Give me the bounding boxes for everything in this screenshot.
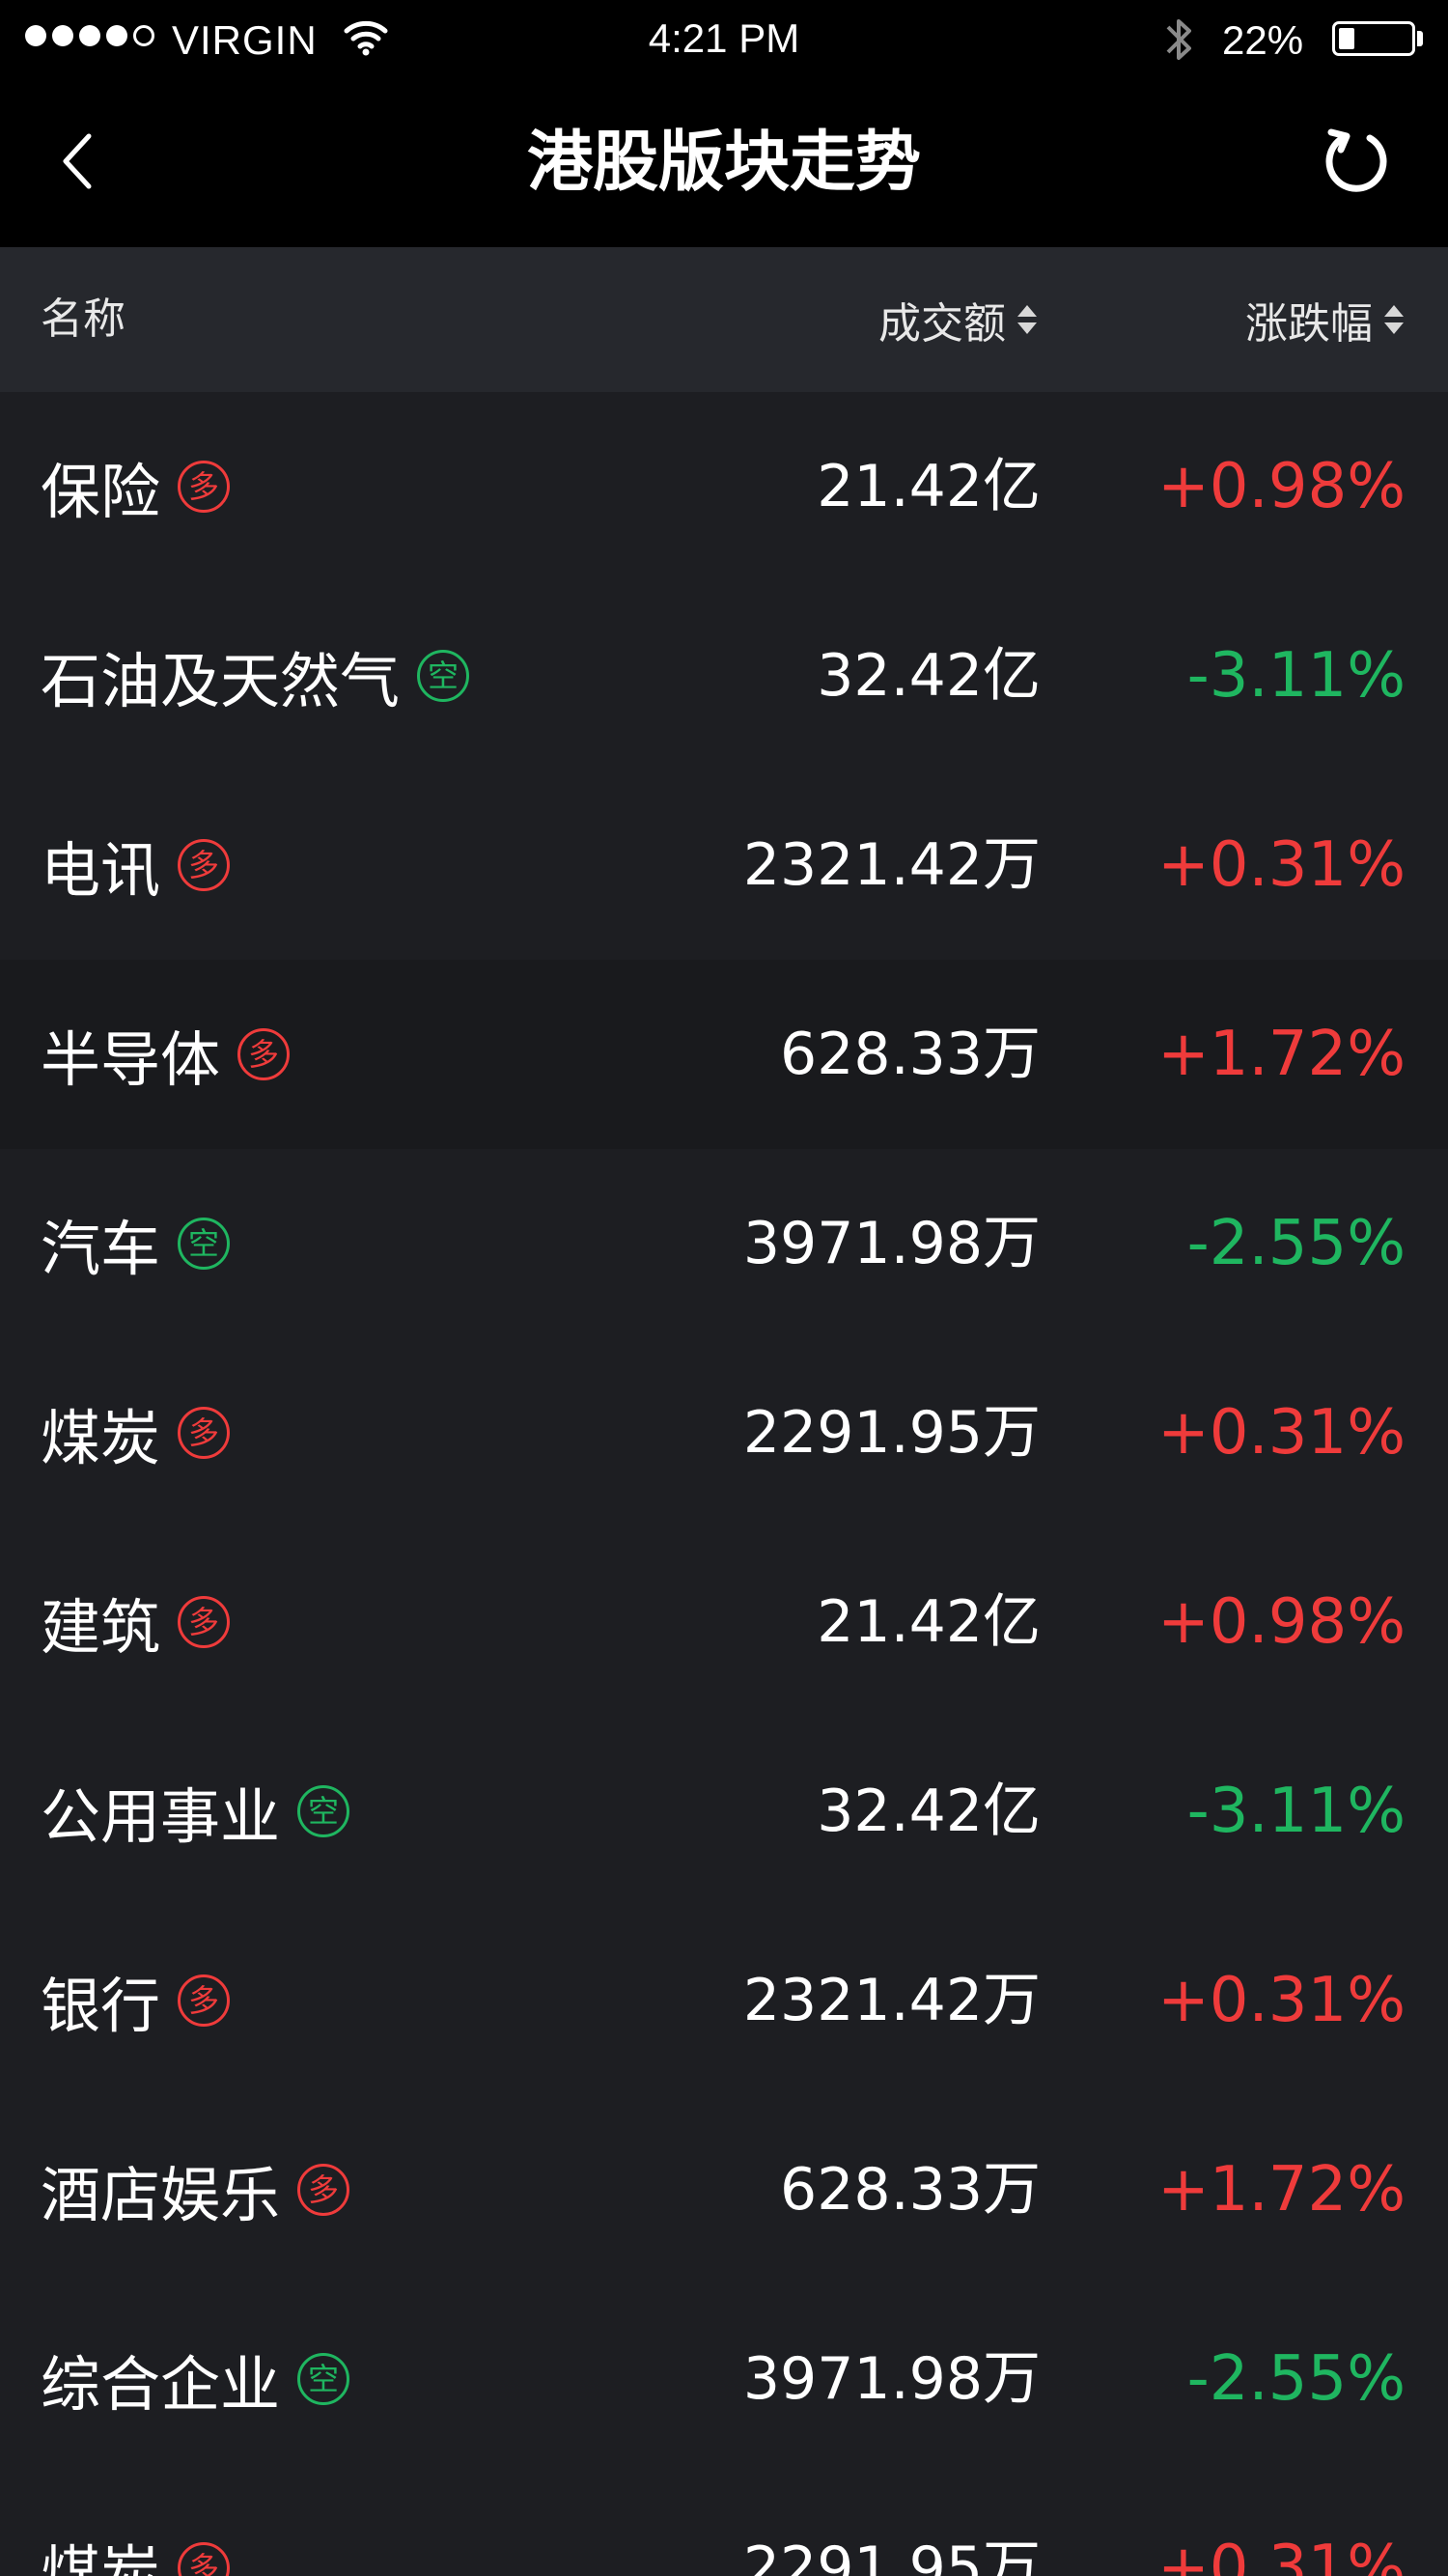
signal-strength-icon (25, 25, 154, 46)
sector-name: 公用事业 (41, 1781, 281, 1852)
table-row[interactable]: 石油及天然气空 32.42亿 -3.11% (0, 581, 1448, 770)
sector-name: 电讯 (41, 835, 161, 906)
sector-name-cell: 电讯多 (41, 770, 231, 960)
table-row[interactable]: 煤炭多 2291.95万 +0.31% (0, 2474, 1448, 2576)
sector-name-cell: 建筑多 (41, 1527, 231, 1717)
sector-name: 石油及天然气 (41, 646, 401, 716)
sector-name-cell: 半导体多 (41, 960, 291, 1149)
sort-arrows-icon (1017, 305, 1037, 334)
sector-name-cell: 银行多 (41, 1906, 231, 2095)
turnover-amount: 2321.42万 (742, 831, 1041, 899)
carrier-name: VIRGIN (172, 17, 318, 63)
table-row[interactable]: 煤炭多 2291.95万 +0.31% (0, 1338, 1448, 1527)
turnover-amount: 2291.95万 (742, 2534, 1041, 2576)
sort-arrows-icon (1384, 305, 1404, 334)
turnover-amount: 21.42亿 (817, 1588, 1041, 1656)
column-amount-label: 成交额 (878, 299, 1006, 349)
sector-name: 银行 (41, 1971, 161, 2041)
price-change: -2.55% (1186, 2343, 1406, 2415)
column-change-label: 涨跌幅 (1245, 299, 1373, 349)
battery-percentage: 22% (1222, 17, 1304, 63)
turnover-amount: 32.42亿 (817, 642, 1041, 710)
table-row[interactable]: 保险多 21.42亿 +0.98% (0, 392, 1448, 581)
status-time: 4:21 PM (648, 15, 800, 61)
trend-badge: 空 (297, 1785, 350, 1837)
price-change: +0.98% (1157, 451, 1406, 522)
price-change: -3.11% (1186, 1776, 1406, 1847)
trend-badge: 空 (417, 650, 470, 702)
sort-by-change-button[interactable]: 涨跌幅 (1245, 247, 1406, 392)
sector-name-cell: 煤炭多 (41, 2474, 231, 2576)
turnover-amount: 3971.98万 (742, 2345, 1041, 2413)
price-change: +1.72% (1157, 2154, 1406, 2226)
sector-name-cell: 酒店娱乐多 (41, 2095, 350, 2284)
sector-name-cell: 煤炭多 (41, 1338, 231, 1527)
turnover-amount: 628.33万 (780, 2156, 1041, 2224)
turnover-amount: 2321.42万 (742, 1967, 1041, 2034)
table-row[interactable]: 酒店娱乐多 628.33万 +1.72% (0, 2095, 1448, 2284)
price-change: +0.31% (1157, 1397, 1406, 1469)
sector-name-cell: 综合企业空 (41, 2284, 350, 2474)
trend-badge: 空 (178, 1218, 231, 1270)
price-change: +0.98% (1157, 1586, 1406, 1658)
sector-name-cell: 汽车空 (41, 1149, 231, 1338)
battery-icon (1332, 21, 1415, 56)
price-change: -2.55% (1186, 1208, 1406, 1279)
sector-name: 保险 (41, 457, 161, 527)
page-title: 港股版块走势 (526, 125, 921, 201)
trend-badge: 多 (237, 1028, 291, 1080)
table-row[interactable]: 银行多 2321.42万 +0.31% (0, 1906, 1448, 2095)
sector-name: 半导体 (41, 1024, 221, 1095)
sector-name-cell: 保险多 (41, 392, 231, 581)
trend-badge: 多 (178, 1407, 231, 1459)
table-row[interactable]: 建筑多 21.42亿 +0.98% (0, 1527, 1448, 1717)
trend-badge: 多 (178, 1596, 231, 1648)
sector-name: 煤炭 (41, 2538, 161, 2576)
table-row[interactable]: 综合企业空 3971.98万 -2.55% (0, 2284, 1448, 2474)
bluetooth-icon (1166, 19, 1191, 60)
sector-name-cell: 公用事业空 (41, 1717, 350, 1906)
chevron-left-icon (63, 133, 92, 189)
table-row[interactable]: 电讯多 2321.42万 +0.31% (0, 770, 1448, 960)
trend-badge: 空 (297, 2353, 350, 2405)
price-change: +0.31% (1157, 1965, 1406, 2036)
column-name-label: 名称 (41, 294, 125, 344)
status-bar: VIRGIN 4:21 PM 22% (0, 0, 1448, 79)
turnover-amount: 3971.98万 (742, 1210, 1041, 1277)
sector-name: 煤炭 (41, 1403, 161, 1473)
table-row[interactable]: 半导体多 628.33万 +1.72% (0, 960, 1448, 1149)
sector-list: 保险多 21.42亿 +0.98% 石油及天然气空 32.42亿 -3.11% 电讯多 232… (0, 392, 1448, 2576)
turnover-amount: 2291.95万 (742, 1399, 1041, 1467)
trend-badge: 多 (178, 461, 231, 513)
trend-badge: 多 (178, 839, 231, 891)
table-row[interactable]: 公用事业空 32.42亿 -3.11% (0, 1717, 1448, 1906)
refresh-button[interactable] (1313, 118, 1400, 205)
price-change: +0.31% (1157, 829, 1406, 901)
refresh-icon (1325, 128, 1387, 192)
price-change: +1.72% (1157, 1019, 1406, 1090)
battery-cap (1417, 31, 1423, 46)
back-button[interactable] (39, 123, 116, 200)
sector-name: 汽车 (41, 1214, 161, 1284)
price-change: -3.11% (1186, 640, 1406, 712)
trend-badge: 多 (178, 1974, 231, 2027)
wifi-icon (344, 20, 388, 56)
sector-name: 酒店娱乐 (41, 2160, 281, 2230)
turnover-amount: 21.42亿 (817, 453, 1041, 520)
nav-bar: 港股版块走势 (0, 79, 1448, 247)
trend-badge: 多 (178, 2542, 231, 2576)
sector-name: 建筑 (41, 1592, 161, 1663)
sector-name-cell: 石油及天然气空 (41, 581, 470, 770)
table-row[interactable]: 汽车空 3971.98万 -2.55% (0, 1149, 1448, 1338)
turnover-amount: 628.33万 (780, 1021, 1041, 1088)
trend-badge: 多 (297, 2164, 350, 2216)
turnover-amount: 32.42亿 (817, 1778, 1041, 1845)
sector-name: 综合企业 (41, 2349, 281, 2420)
price-change: +0.31% (1157, 2533, 1406, 2576)
column-header: 名称 成交额 涨跌幅 (0, 247, 1448, 392)
sort-by-amount-button[interactable]: 成交额 (878, 247, 1039, 392)
